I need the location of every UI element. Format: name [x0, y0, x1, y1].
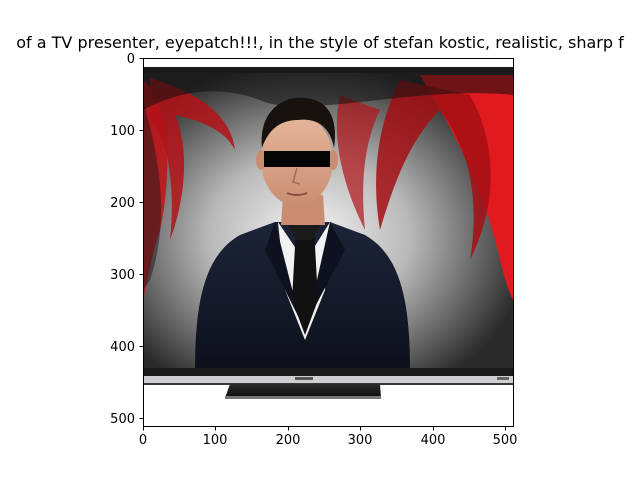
tv-bezel-bottom [143, 368, 513, 378]
y-tick-label: 400 [110, 340, 135, 355]
x-tick-label: 100 [203, 433, 228, 448]
y-tick-label: 100 [110, 124, 135, 139]
tv-screen [143, 73, 513, 370]
plot-title-text: of a TV presenter, eyepatch!!!, in the s… [16, 33, 624, 52]
y-tick-label: 200 [110, 196, 135, 211]
x-tick-labels: 0 100 200 300 400 500 [139, 433, 518, 448]
eye-bar [264, 151, 330, 167]
hair [261, 97, 335, 148]
x-axis [143, 426, 506, 431]
axes-frame [143, 58, 514, 427]
y-axis [139, 58, 144, 419]
plot-image [143, 58, 513, 426]
x-tick-label: 200 [276, 433, 301, 448]
y-tick-label: 300 [110, 268, 135, 283]
tie [292, 228, 318, 335]
y-tick-label: 0 [127, 52, 135, 67]
x-tick-label: 0 [139, 433, 147, 448]
x-tick-label: 500 [493, 433, 518, 448]
y-tick-label: 500 [110, 412, 135, 427]
plot-title: of a TV presenter, eyepatch!!!, in the s… [0, 30, 640, 56]
tv-frame [143, 67, 513, 75]
x-tick-label: 300 [348, 433, 373, 448]
y-tick-labels: 0 100 200 300 400 500 [110, 52, 135, 427]
x-tick-label: 400 [421, 433, 446, 448]
tv-stand [225, 384, 381, 398]
